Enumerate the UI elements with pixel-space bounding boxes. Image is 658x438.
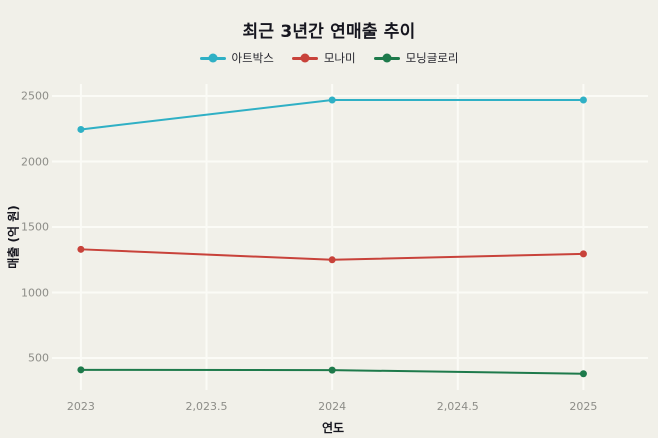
data-point [328,96,336,104]
data-point [579,250,587,258]
y-tick-label: 1000 [21,286,49,300]
legend-line-marker-icon [373,53,400,63]
data-point [77,366,85,374]
legend-item-2[interactable]: 모닝글로리 [373,50,459,66]
y-tick-label: 2000 [21,155,49,169]
x-tick-label: 2025 [569,400,598,413]
data-point [328,256,336,264]
y-tick-label: 500 [28,351,49,365]
legend-item-0[interactable]: 아트박스 [199,50,274,66]
data-point [579,96,587,104]
chart-legend: 아트박스 모나미 모닝글로리 [0,50,658,66]
legend-item-label: 모나미 [323,51,356,65]
x-tick-label: 2,023.5 [185,400,228,413]
legend-item-label: 모닝글로리 [405,51,459,65]
x-tick-label: 2023 [66,400,95,413]
y-tick-label: 1500 [21,220,49,234]
y-tick-label: 2500 [21,89,49,103]
data-point [328,366,336,374]
legend-line-marker-icon [291,53,318,63]
x-tick-label: 2024 [318,400,347,413]
chart-title: 최근 3년간 연매출 추이 [242,22,416,42]
data-point [77,125,85,133]
data-point [77,245,85,253]
x-tick-label: 2,024.5 [436,400,479,413]
legend-line-marker-icon [199,53,226,63]
x-axis-title: 연도 [321,421,345,435]
legend-item-label: 아트박스 [231,51,274,65]
data-point [579,370,587,378]
legend-item-1[interactable]: 모나미 [291,50,356,66]
y-axis-title: 매출 (억 원) [6,205,21,269]
